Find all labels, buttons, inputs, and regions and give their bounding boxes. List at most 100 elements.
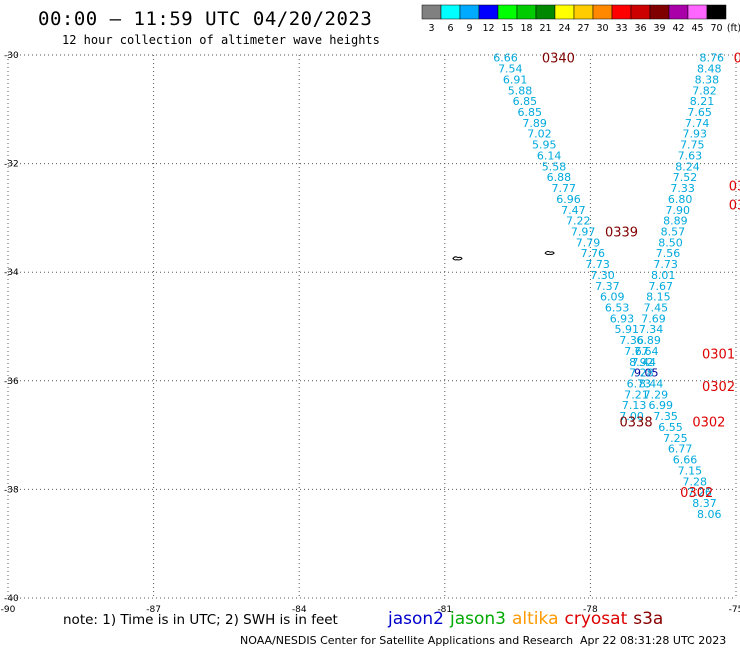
wave-height-map: -30 -32 -34 -36 -38 -40-90 -87 -84 -81 -78 -75 6.66… bbox=[1, 51, 740, 615]
wave-height-value: 6.99 bbox=[649, 399, 674, 412]
legend-label-30: 30 bbox=[596, 23, 608, 34]
wave-height-value: 7.45 bbox=[644, 301, 669, 314]
wave-height-value: 8.48 bbox=[697, 63, 722, 76]
wave-height-value: 7.77 bbox=[551, 182, 576, 195]
wave-height-value: 6.91 bbox=[503, 73, 528, 86]
wave-height-value: 9.05 bbox=[634, 367, 659, 380]
legend-label-21: 21 bbox=[539, 23, 551, 34]
wave-height-value: 7.82 bbox=[692, 84, 717, 97]
wave-height-value: 8.06 bbox=[697, 508, 722, 521]
color-legend: 3 6 9 12 15 18 21 24 27 30 33 36 39 42 45 70 (ft) bbox=[421, 4, 740, 34]
wave-height-value: 7.47 bbox=[561, 204, 586, 217]
lon-tick-label: -78 bbox=[583, 605, 598, 615]
wave-height-value: 8.24 bbox=[675, 160, 700, 173]
wave-height-value: 7.56 bbox=[656, 247, 681, 260]
wave-height-value: 7.28 bbox=[682, 475, 707, 488]
wave-height-value: 7.25 bbox=[663, 432, 688, 445]
wave-height-value: 7.65 bbox=[687, 106, 712, 119]
wave-height-value: 6.53 bbox=[605, 301, 630, 314]
wave-height-value: 7.34 bbox=[639, 323, 664, 336]
wave-height-value: 8.01 bbox=[651, 269, 676, 282]
pass-time-label: 0 bbox=[734, 52, 740, 67]
wave-height-value: 6.09 bbox=[600, 291, 625, 304]
pass-time-label: 0301 bbox=[702, 348, 735, 363]
pass-time-label: 030 bbox=[729, 179, 740, 194]
satellite-legend: jason2 jason3 altika cryosat s3a bbox=[388, 609, 669, 629]
wave-height-value: 7.89 bbox=[522, 117, 547, 130]
robinson-crusoe-island bbox=[544, 250, 555, 256]
legend-label-18: 18 bbox=[520, 23, 532, 34]
wave-height-value: 7.33 bbox=[670, 182, 695, 195]
wave-height-value: 7.67 bbox=[649, 280, 674, 293]
wave-height-value: 6.85 bbox=[513, 95, 538, 108]
wave-height-value: 7.22 bbox=[566, 215, 591, 228]
legend-label-12: 12 bbox=[482, 23, 494, 34]
satellite-altika: altika bbox=[512, 609, 559, 629]
wave-height-value: 7.74 bbox=[685, 117, 710, 130]
wave-height-value: 6.14 bbox=[537, 149, 562, 162]
wave-height-value: 7.54 bbox=[498, 63, 523, 76]
legend-label-24: 24 bbox=[558, 23, 570, 34]
lat-tick-label: -38 bbox=[4, 485, 19, 495]
legend-label-33: 33 bbox=[615, 23, 627, 34]
altimeter-track-2: 8.768.488.387.828.217.657.747.937.757.63… bbox=[619, 52, 724, 423]
wave-height-value: 7.73 bbox=[585, 258, 610, 271]
satellite-jason3: jason3 bbox=[450, 609, 506, 629]
wave-height-value: 7.44 bbox=[632, 356, 657, 369]
lat-tick-label: -30 bbox=[4, 51, 19, 61]
wave-height-value: 7.67 bbox=[624, 345, 649, 358]
wave-height-value: 7.30 bbox=[590, 269, 615, 282]
pass-time-label: 0338 bbox=[620, 416, 653, 431]
pass-time-label: 0302 bbox=[692, 416, 725, 431]
wave-height-value: 5.91 bbox=[615, 323, 640, 336]
wave-height-value: 7.02 bbox=[527, 128, 552, 141]
satellite-jason2: jason2 bbox=[388, 609, 444, 629]
lat-tick-label: -40 bbox=[4, 594, 19, 604]
lon-tick-label: -81 bbox=[437, 605, 452, 615]
generated-timestamp: Apr 22 08:31:28 UTC 2023 bbox=[580, 634, 727, 647]
altimeter-track-1: 6.667.546.915.886.856.857.897.025.956.14… bbox=[493, 52, 721, 521]
wave-height-value: 7.52 bbox=[673, 171, 698, 184]
legend-label-9: 9 bbox=[466, 23, 472, 34]
wave-height-value: 7.00 bbox=[619, 410, 644, 423]
wave-height-value: 6.55 bbox=[658, 421, 683, 434]
wave-height-value: 6.73 bbox=[627, 378, 652, 391]
wave-height-value: 6.77 bbox=[668, 443, 693, 456]
pass-time-label: 0340 bbox=[542, 52, 575, 67]
lon-tick-label: -90 bbox=[1, 605, 16, 615]
wave-height-value: 7.37 bbox=[595, 280, 620, 293]
pass-time-label: 0302 bbox=[702, 380, 735, 395]
wave-height-value: 5.95 bbox=[532, 139, 557, 152]
wave-height-value: 6.89 bbox=[636, 334, 661, 347]
lat-tick-label: -36 bbox=[4, 377, 19, 387]
wave-height-value: 6.88 bbox=[547, 171, 572, 184]
credit-text: NOAA/NESDIS Center for Satellite Applica… bbox=[240, 634, 574, 647]
grid-lines bbox=[7, 54, 737, 599]
wave-height-value: 5.88 bbox=[508, 84, 533, 97]
wave-height-value: 8.92 bbox=[629, 356, 654, 369]
wave-height-value: 8.50 bbox=[658, 236, 683, 249]
wave-height-value: 7.73 bbox=[653, 258, 678, 271]
lon-tick-label: -84 bbox=[292, 605, 307, 615]
wave-height-value: 7.28 bbox=[629, 367, 654, 380]
lat-tick-label: -32 bbox=[4, 160, 19, 170]
legend-label-42: 42 bbox=[672, 23, 684, 34]
pass-time-label: 030 bbox=[729, 198, 740, 213]
wave-height-value: 8.15 bbox=[646, 291, 671, 304]
alejandro-selkirk-island bbox=[452, 256, 463, 261]
legend-label-45: 45 bbox=[691, 23, 703, 34]
legend-unit: (ft) bbox=[727, 23, 740, 34]
lon-tick-label: -87 bbox=[146, 605, 161, 615]
wave-height-value: 7.64 bbox=[634, 345, 659, 358]
wave-height-value: 7.36 bbox=[619, 334, 644, 347]
wave-height-value: 7.90 bbox=[666, 204, 691, 217]
wave-height-value: 7.35 bbox=[653, 410, 678, 423]
page-subtitle: 12 hour collection of altimeter wave hei… bbox=[62, 33, 380, 47]
wave-height-value: 7.97 bbox=[571, 225, 596, 238]
legend-label-36: 36 bbox=[634, 23, 646, 34]
footer-note: note: 1) Time is in UTC; 2) SWH is in fe… bbox=[63, 612, 338, 628]
wave-height-value: 7.29 bbox=[644, 388, 669, 401]
wave-height-value: 8.21 bbox=[690, 95, 715, 108]
legend-label-6: 6 bbox=[447, 23, 453, 34]
wave-height-value: 7.76 bbox=[581, 247, 606, 260]
